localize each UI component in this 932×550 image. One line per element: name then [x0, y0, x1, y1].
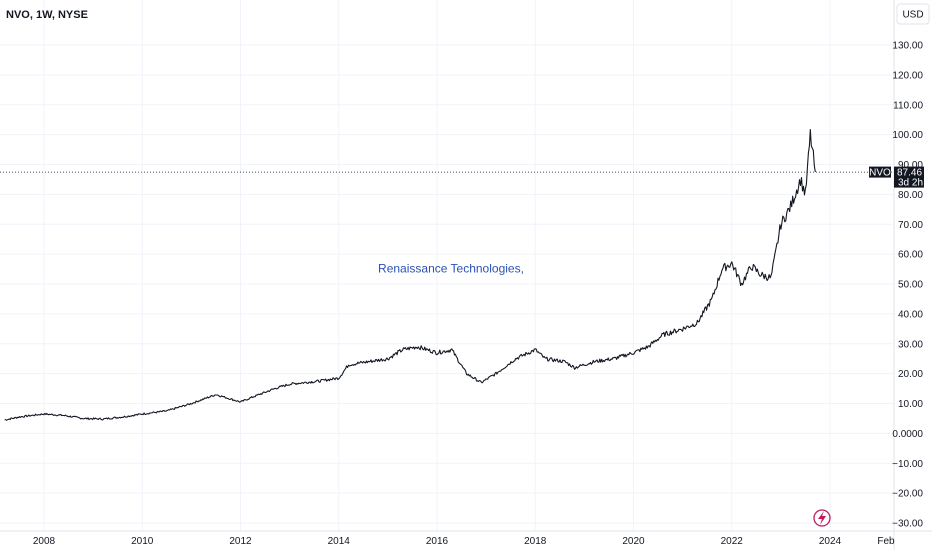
horizontal-gridlines: [0, 44, 894, 524]
y-tick-label: −30.00: [892, 519, 923, 530]
annotation-text: Renaissance Technologies,: [378, 261, 524, 275]
y-tick-label: 120.00: [892, 70, 923, 81]
y-tick-label: 80.00: [898, 190, 923, 201]
x-tick-label: 2010: [131, 536, 154, 547]
price-badge: [894, 166, 924, 188]
x-tick-label: 2018: [524, 536, 547, 547]
last-price-badges: NVO 87.46 3d 2h: [869, 166, 924, 189]
y-tick-label: 30.00: [898, 339, 923, 350]
symbol-badge-text: NVO: [869, 168, 891, 179]
y-tick-label: −10.00: [892, 459, 923, 470]
x-tick-label: 2016: [426, 536, 449, 547]
symbol-badge: [869, 166, 891, 178]
x-tick-label: Feb: [877, 536, 895, 547]
y-tick-label: −20.00: [892, 489, 923, 500]
y-tick-label: 70.00: [898, 220, 923, 231]
x-tick-label: 2014: [328, 536, 351, 547]
x-tick-label: 2022: [721, 536, 744, 547]
x-tick-label: 2008: [33, 536, 56, 547]
x-tick-label: 2024: [819, 536, 842, 547]
price-badge-value: 87.46: [897, 168, 922, 179]
price-axis-labels[interactable]: 130.00 120.00 110.00 100.00 90.00 80.00 70.00 6…: [892, 41, 923, 530]
y-tick-label: 60.00: [898, 250, 923, 261]
y-tick-label: 130.00: [892, 41, 923, 52]
y-tick-label: 50.00: [898, 280, 923, 291]
vertical-gridlines: [43, 0, 831, 531]
y-tick-label: 20.00: [898, 369, 923, 380]
lightning-icon[interactable]: [813, 509, 831, 527]
price-badge-countdown: 3d 2h: [898, 178, 923, 189]
y-tick-label: 40.00: [898, 309, 923, 320]
y-tick-label: 90.00: [898, 160, 923, 171]
y-tick-label: 110.00: [893, 100, 923, 111]
currency-button[interactable]: USD: [896, 3, 930, 25]
y-tick-label: 10.00: [898, 399, 923, 410]
time-axis-labels[interactable]: 2008 2010 2012 2014 2016 2018 2020 2022 2024 Feb: [33, 536, 895, 547]
x-tick-label: 2012: [229, 536, 252, 547]
y-tick-label: 0.0000: [892, 429, 923, 440]
nvo-price-line: [4, 128, 816, 421]
chart-title: NVO, 1W, NYSE: [6, 9, 88, 21]
y-tick-label: 100.00: [892, 130, 923, 141]
currency-label: USD: [902, 10, 923, 21]
x-tick-label: 2020: [622, 536, 645, 547]
